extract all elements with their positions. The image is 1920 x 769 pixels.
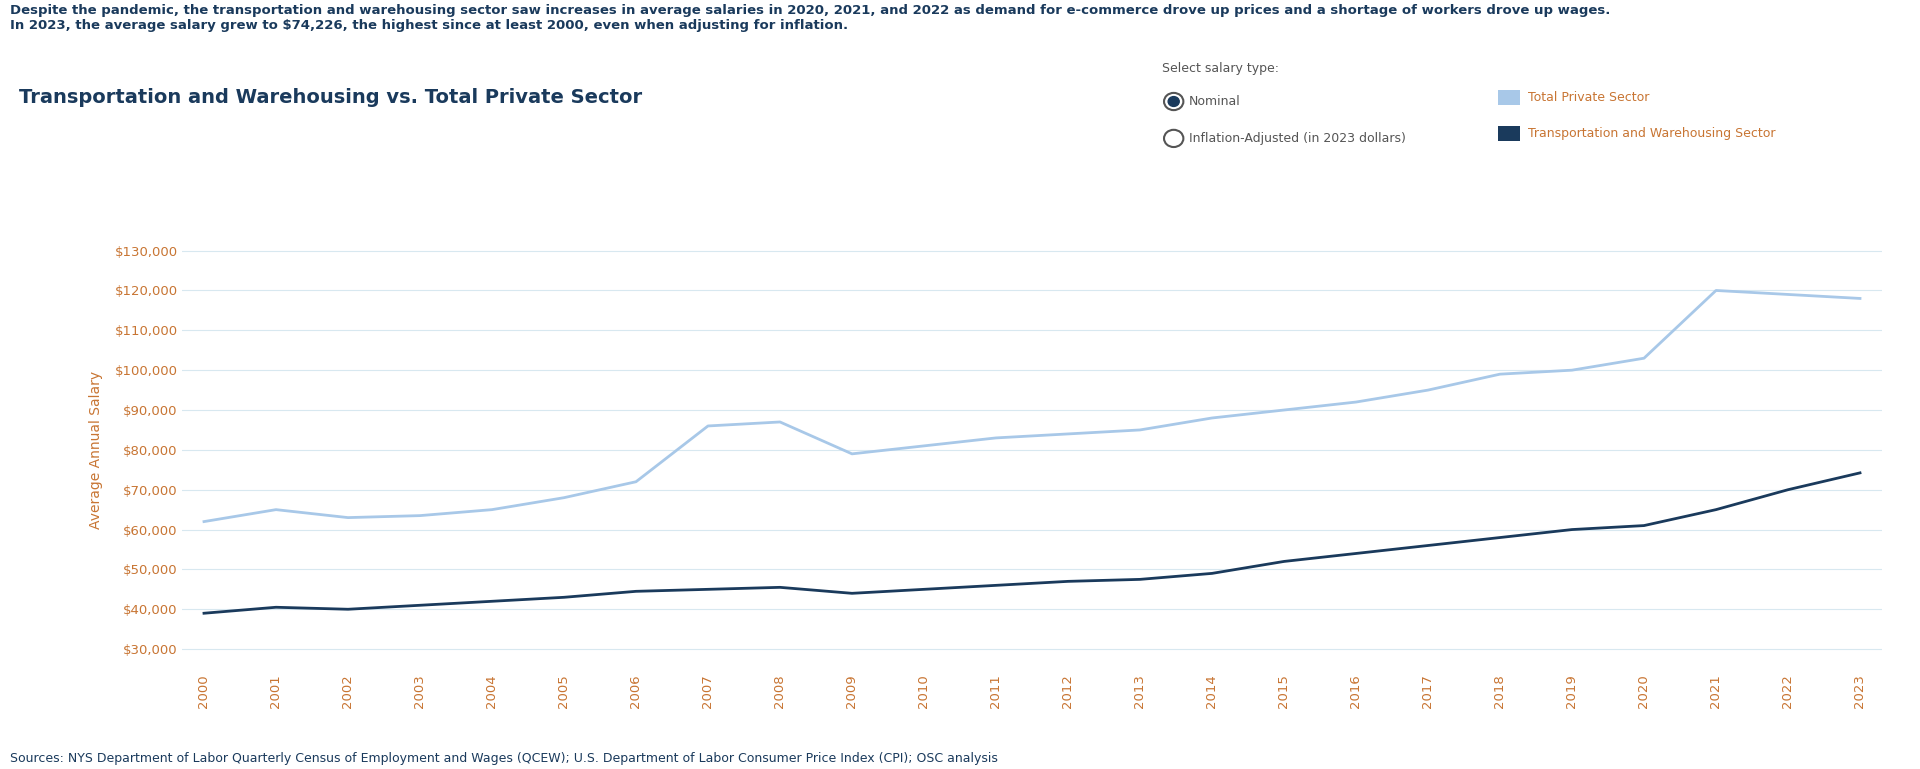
Text: Sources: NYS Department of Labor Quarterly Census of Employment and Wages (QCEW): Sources: NYS Department of Labor Quarter… <box>10 752 998 765</box>
Text: Despite the pandemic, the transportation and warehousing sector saw increases in: Despite the pandemic, the transportation… <box>10 4 1611 32</box>
Text: Inflation-Adjusted (in 2023 dollars): Inflation-Adjusted (in 2023 dollars) <box>1188 132 1405 145</box>
Text: Select salary type:: Select salary type: <box>1162 62 1279 75</box>
FancyBboxPatch shape <box>1498 90 1521 105</box>
Text: Total Private Sector: Total Private Sector <box>1528 91 1649 104</box>
Text: Transportation and Warehousing vs. Total Private Sector: Transportation and Warehousing vs. Total… <box>19 88 643 108</box>
Text: Nominal: Nominal <box>1188 95 1240 108</box>
Circle shape <box>1167 97 1179 106</box>
Text: Transportation and Warehousing Sector: Transportation and Warehousing Sector <box>1528 127 1776 140</box>
Y-axis label: Average Annual Salary: Average Annual Salary <box>90 371 104 529</box>
FancyBboxPatch shape <box>1498 125 1521 141</box>
